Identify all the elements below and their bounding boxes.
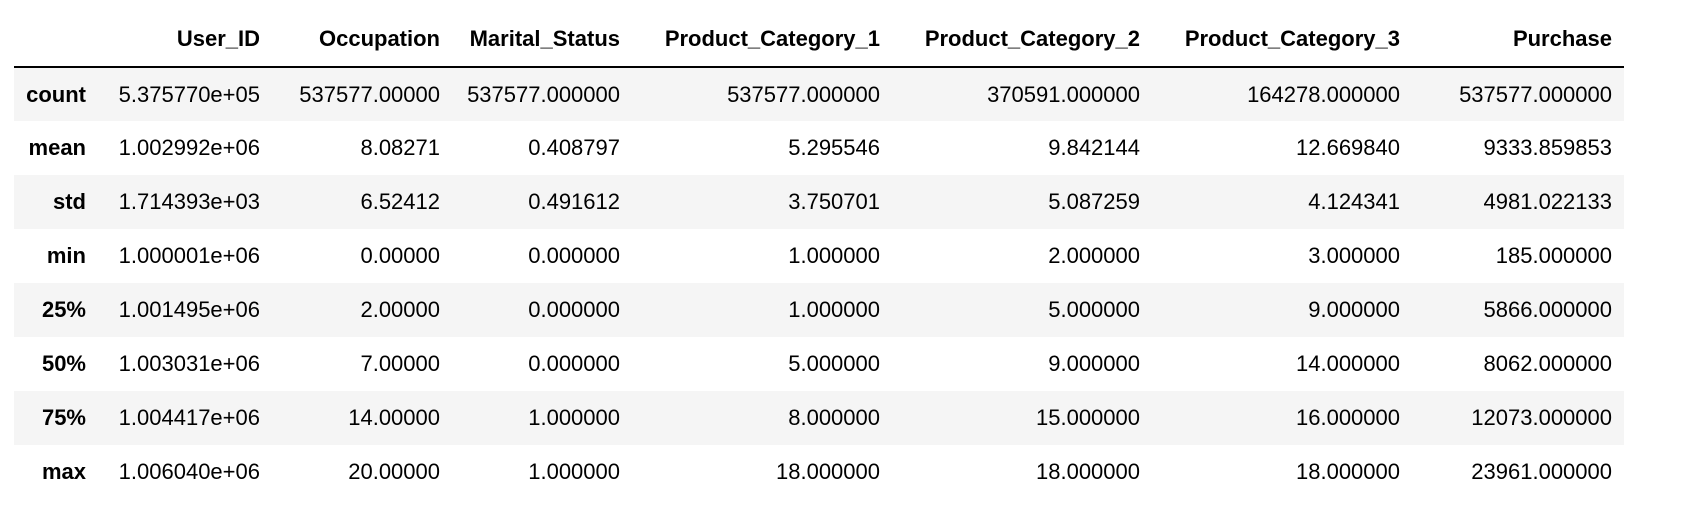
table-cell: 9333.859853 [1483, 135, 1612, 160]
dataframe-output: User_ID Occupation Marital_Status Produc… [14, 12, 1624, 499]
table-cell: 5.375770e+05 [118, 81, 260, 107]
column-header-marital-status: Marital_Status [452, 12, 632, 68]
table-cell: 1.000000 [788, 297, 880, 322]
table-row-min: min 1.000001e+06 0.00000 0.000000 1.0000… [14, 229, 1624, 283]
index-header [14, 12, 98, 68]
table-cell: 5.087259 [1048, 189, 1140, 214]
table-cell: 18.000000 [776, 459, 880, 484]
column-header-purchase: Purchase [1412, 12, 1624, 68]
table-cell: 3.750701 [788, 189, 880, 214]
row-label: 75% [41, 405, 86, 430]
table-cell: 5.000000 [788, 351, 880, 376]
table-cell: 1.000001e+06 [118, 243, 260, 268]
row-label: mean [28, 135, 86, 160]
table-cell: 1.000000 [528, 405, 620, 430]
table-cell: 0.408797 [528, 135, 620, 160]
row-label: 50% [41, 351, 86, 376]
table-cell: 5.000000 [1048, 297, 1140, 322]
column-header-occupation: Occupation [272, 12, 452, 68]
table-row-75pct: 75% 1.004417e+06 14.00000 1.000000 8.000… [14, 391, 1624, 445]
row-label: count [26, 81, 86, 107]
table-cell: 3.000000 [1308, 243, 1400, 268]
table-cell: 8.08271 [360, 135, 440, 160]
table-cell: 0.000000 [528, 351, 620, 376]
table-cell: 370591.000000 [987, 81, 1140, 107]
table-row-count: count 5.375770e+05 537577.00000 537577.0… [14, 67, 1624, 121]
table-cell: 5.295546 [788, 135, 880, 160]
table-cell: 1.004417e+06 [118, 405, 260, 430]
column-header-product-category-2: Product_Category_2 [892, 12, 1152, 68]
row-label: max [41, 459, 86, 484]
column-header-user-id: User_ID [98, 12, 272, 68]
table-cell: 16.000000 [1296, 405, 1400, 430]
describe-table: User_ID Occupation Marital_Status Produc… [14, 12, 1624, 499]
row-label: std [53, 189, 86, 214]
table-cell: 12073.000000 [1471, 405, 1612, 430]
table-row-std: std 1.714393e+03 6.52412 0.491612 3.7507… [14, 175, 1624, 229]
table-cell: 20.00000 [348, 459, 440, 484]
table-cell: 0.000000 [528, 297, 620, 322]
table-cell: 537577.000000 [467, 81, 620, 107]
table-row-mean: mean 1.002992e+06 8.08271 0.408797 5.295… [14, 121, 1624, 175]
table-cell: 1.002992e+06 [118, 135, 260, 160]
table-cell: 1.001495e+06 [118, 297, 260, 322]
column-header-product-category-1: Product_Category_1 [632, 12, 892, 68]
table-cell: 2.000000 [1048, 243, 1140, 268]
table-body: count 5.375770e+05 537577.00000 537577.0… [14, 67, 1624, 499]
table-row-25pct: 25% 1.001495e+06 2.00000 0.000000 1.0000… [14, 283, 1624, 337]
table-cell: 12.669840 [1296, 135, 1400, 160]
row-label: min [46, 243, 86, 268]
table-header: User_ID Occupation Marital_Status Produc… [14, 12, 1624, 68]
table-row-50pct: 50% 1.003031e+06 7.00000 0.000000 5.0000… [14, 337, 1624, 391]
table-cell: 15.000000 [1036, 405, 1140, 430]
table-cell: 14.000000 [1296, 351, 1400, 376]
table-cell: 1.003031e+06 [118, 351, 260, 376]
table-cell: 1.000000 [528, 459, 620, 484]
table-cell: 9.842144 [1048, 135, 1140, 160]
table-cell: 6.52412 [360, 189, 440, 214]
table-cell: 14.00000 [348, 405, 440, 430]
table-cell: 0.00000 [360, 243, 440, 268]
table-row-max: max 1.006040e+06 20.00000 1.000000 18.00… [14, 445, 1624, 499]
table-cell: 9.000000 [1308, 297, 1400, 322]
table-cell: 2.00000 [360, 297, 440, 322]
column-header-product-category-3: Product_Category_3 [1152, 12, 1412, 68]
table-cell: 9.000000 [1048, 351, 1140, 376]
table-cell: 185.000000 [1495, 243, 1612, 268]
table-cell: 1.714393e+03 [118, 189, 260, 214]
table-cell: 23961.000000 [1471, 459, 1612, 484]
table-cell: 1.006040e+06 [118, 459, 260, 484]
table-cell: 18.000000 [1296, 459, 1400, 484]
table-cell: 0.000000 [528, 243, 620, 268]
table-cell: 537577.000000 [727, 81, 880, 107]
table-cell: 0.491612 [528, 189, 620, 214]
header-row: User_ID Occupation Marital_Status Produc… [14, 12, 1624, 68]
table-cell: 5866.000000 [1483, 297, 1612, 322]
table-cell: 8062.000000 [1483, 351, 1612, 376]
table-cell: 537577.00000 [299, 81, 440, 107]
table-cell: 8.000000 [788, 405, 880, 430]
table-cell: 1.000000 [788, 243, 880, 268]
row-label: 25% [41, 297, 86, 322]
table-cell: 537577.000000 [1459, 81, 1612, 107]
table-cell: 164278.000000 [1247, 81, 1400, 107]
table-cell: 4.124341 [1308, 189, 1400, 214]
table-cell: 4981.022133 [1483, 189, 1612, 214]
table-cell: 18.000000 [1036, 459, 1140, 484]
table-cell: 7.00000 [360, 351, 440, 376]
